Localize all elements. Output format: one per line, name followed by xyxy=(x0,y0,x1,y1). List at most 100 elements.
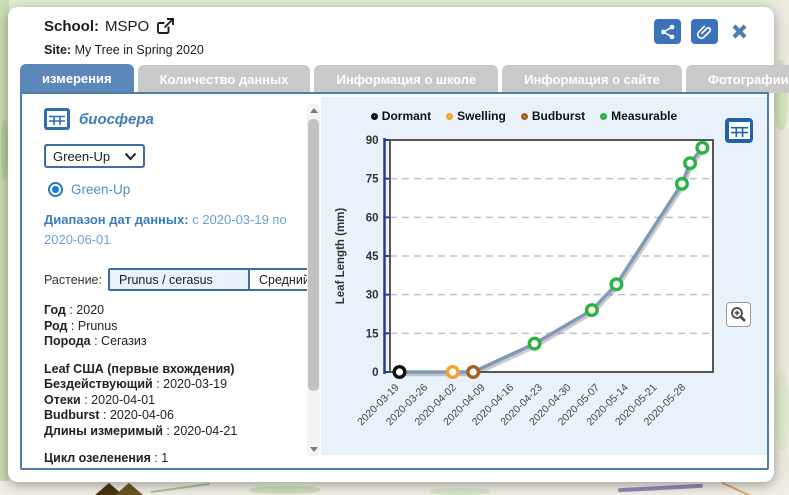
svg-text:15: 15 xyxy=(366,328,379,340)
tab-1[interactable]: измерения xyxy=(20,64,134,93)
info-group: Leaf США (первые вхождения) Бездействующи… xyxy=(44,362,301,440)
legend-label: Swelling xyxy=(457,109,506,123)
site-line: Site: My Tree in Spring 2020 xyxy=(44,43,204,57)
dialog-toolbar xyxy=(654,19,750,44)
link-icon xyxy=(696,25,711,39)
legend-ring-icon xyxy=(600,112,608,120)
svg-text:0: 0 xyxy=(372,367,378,379)
data-point-2020-04-06 xyxy=(466,365,481,380)
legend-ring-icon xyxy=(520,112,528,120)
greenup-radio-row: Green-Up xyxy=(48,182,301,197)
chevron-down-icon xyxy=(124,152,137,160)
data-point-2020-06-01 xyxy=(695,140,710,155)
link-button[interactable] xyxy=(691,19,718,44)
info-line: Длины измеримый : 2020-04-21 xyxy=(44,423,238,438)
plant-label: Растение: xyxy=(44,272,102,287)
tab-5[interactable]: Фотографии xyxy=(685,65,789,93)
leaf-length-chart: 01530456075902020-03-192020-03-262020-04… xyxy=(335,135,714,428)
data-point-2020-05-05 xyxy=(584,303,599,318)
plant-row: Растение: Prunus / cerasus Средний xyxy=(44,268,307,291)
observation-details: Год : 2020 Род : Prunus Порода : Сегазиз Le… xyxy=(44,303,301,468)
legend-ring-icon xyxy=(370,112,378,120)
info-group: Год : 2020 Род : Prunus Порода : Сегазиз xyxy=(44,303,301,350)
school-line: School: MSPO xyxy=(44,17,204,35)
data-point-2020-05-27 xyxy=(674,176,689,191)
protocol-select-value: Green-Up xyxy=(53,148,111,164)
protocol-row: биосфера xyxy=(44,108,301,130)
zoom-chart-button[interactable] xyxy=(726,302,751,327)
svg-text:60: 60 xyxy=(366,212,379,224)
site-label: Site: xyxy=(44,43,72,57)
tab-bar: измерения Количество данных Информация о ш… xyxy=(20,64,789,93)
legend-label: Dormant xyxy=(381,109,432,123)
info-line: Порода : Сегазиз xyxy=(44,334,147,348)
school-name: MSPO xyxy=(105,17,150,35)
table-icon xyxy=(44,108,70,130)
legend-label: Measurable xyxy=(611,109,678,123)
date-range-value: с 2020-03-19 по 2020-06-01 xyxy=(44,212,287,247)
map-patch xyxy=(1,120,8,180)
info-group: Цикл озеленения : 1 Тип растительности : … xyxy=(44,451,301,468)
close-icon xyxy=(732,24,746,39)
legend-item-dormant: Dormant xyxy=(370,109,432,123)
map-patch xyxy=(775,370,789,450)
plant-control: Prunus / cerasus Средний xyxy=(107,268,307,291)
map-strip-top xyxy=(0,0,789,8)
svg-text:75: 75 xyxy=(366,174,379,186)
info-line: Тип растительности : дерево xyxy=(44,467,301,469)
left-panel-scrollbar[interactable] xyxy=(307,104,320,456)
data-date-range: Диапазон дат данных: с 2020-03-19 по 202… xyxy=(44,210,302,250)
plant-select-value: Средний xyxy=(258,272,307,287)
map-strip-left xyxy=(0,0,9,495)
data-point-2020-05-29 xyxy=(683,156,698,171)
plant-select[interactable]: Средний xyxy=(247,270,307,289)
tab-4[interactable]: Информация о сайте xyxy=(502,65,682,93)
protocol-select[interactable]: Green-Up xyxy=(44,144,145,168)
info-line: Budburst : 2020-04-06 xyxy=(44,408,174,422)
open-external-icon[interactable] xyxy=(155,17,175,35)
info-line: Год : 2020 xyxy=(44,303,105,317)
info-group-title: Leaf США (первые вхождения) xyxy=(44,361,235,376)
info-line: Отеки : 2020-04-01 xyxy=(44,392,156,407)
share-icon xyxy=(660,24,674,39)
chart-panel: 0 15 30 45 60 75 90 2020-03-19 2020-03-26 2020-04… xyxy=(321,97,767,455)
info-line: Бездействующий : 2020-03-19 xyxy=(44,377,228,391)
data-point-2020-05-11 xyxy=(609,277,624,292)
dialog-header: School: MSPO Site: My Tree in Spring 202… xyxy=(44,17,204,58)
legend-ring-icon xyxy=(446,112,454,120)
svg-text:Leaf Length (mm): Leaf Length (mm) xyxy=(335,208,347,305)
table-icon xyxy=(728,122,750,139)
plant-value[interactable]: Prunus / cerasus xyxy=(109,270,248,289)
greenup-radio[interactable] xyxy=(48,182,63,197)
data-table-button[interactable] xyxy=(725,118,753,143)
legend-item-measurable: Measurable xyxy=(600,109,677,123)
legend-item-swelling: Swelling xyxy=(446,109,506,123)
info-line: Род : Prunus xyxy=(44,318,118,333)
legend-label: Budburst xyxy=(531,109,586,123)
date-range-label: Диапазон дат данных: xyxy=(44,212,189,227)
magnifier-plus-icon xyxy=(731,307,746,322)
scroll-down-arrow-icon[interactable] xyxy=(307,443,320,456)
measurements-panel: биосфера Green-Up Green-Up Диапазон дат … xyxy=(22,94,307,468)
scrollbar-thumb[interactable] xyxy=(308,119,319,391)
data-point-2020-04-21 xyxy=(527,336,542,351)
map-mountain-icon xyxy=(115,483,143,495)
close-button[interactable] xyxy=(728,21,750,43)
tab-3[interactable]: Информация о школе xyxy=(314,65,499,93)
data-point-2020-04-01 xyxy=(445,365,460,380)
scroll-up-arrow-icon[interactable] xyxy=(307,104,320,117)
data-point-2020-03-19 xyxy=(392,365,407,380)
share-button[interactable] xyxy=(654,19,681,44)
map-patch xyxy=(430,488,490,495)
site-name: My Tree in Spring 2020 xyxy=(74,43,204,57)
tab-2[interactable]: Количество данных xyxy=(137,65,311,93)
school-site-dialog: School: MSPO Site: My Tree in Spring 202… xyxy=(8,7,789,482)
svg-text:45: 45 xyxy=(366,251,379,263)
protocol-name: биосфера xyxy=(79,110,154,128)
school-label: School: xyxy=(44,17,99,35)
legend-item-budburst: Budburst xyxy=(520,109,586,123)
map-patch xyxy=(250,486,320,494)
info-line: Цикл озеленения : 1 xyxy=(44,451,169,465)
chart-legend: Dormant Swelling Budburst Measurable xyxy=(321,109,727,123)
greenup-radio-label: Green-Up xyxy=(71,182,131,197)
